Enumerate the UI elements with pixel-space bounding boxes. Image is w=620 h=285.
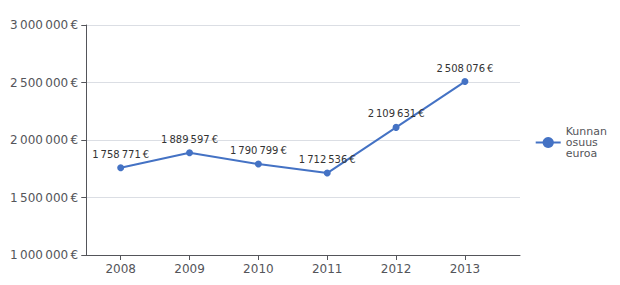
svg-text:2013: 2013 — [450, 262, 481, 276]
svg-text:euroa: euroa — [566, 147, 598, 160]
svg-text:2 500 000 €: 2 500 000 € — [10, 76, 78, 90]
svg-text:2 109 631 €: 2 109 631 € — [368, 108, 425, 119]
svg-text:Kunnan: Kunnan — [565, 125, 607, 138]
svg-text:2 508 076 €: 2 508 076 € — [436, 63, 493, 74]
svg-text:2 000 000 €: 2 000 000 € — [10, 133, 78, 147]
svg-text:1 000 000 €: 1 000 000 € — [10, 248, 78, 262]
svg-text:1 712 536 €: 1 712 536 € — [299, 154, 356, 165]
svg-text:1 889 597 €: 1 889 597 € — [161, 134, 218, 145]
svg-text:3 000 000 €: 3 000 000 € — [10, 18, 78, 32]
svg-text:2008: 2008 — [105, 262, 136, 276]
svg-text:2009: 2009 — [174, 262, 205, 276]
svg-text:1 790 799 €: 1 790 799 € — [230, 145, 287, 156]
svg-text:2011: 2011 — [312, 262, 343, 276]
svg-text:1 500 000 €: 1 500 000 € — [10, 191, 78, 205]
svg-text:osuus: osuus — [565, 136, 598, 149]
svg-text:2012: 2012 — [381, 262, 412, 276]
svg-text:2010: 2010 — [243, 262, 274, 276]
svg-text:1 758 771 €: 1 758 771 € — [92, 149, 149, 160]
